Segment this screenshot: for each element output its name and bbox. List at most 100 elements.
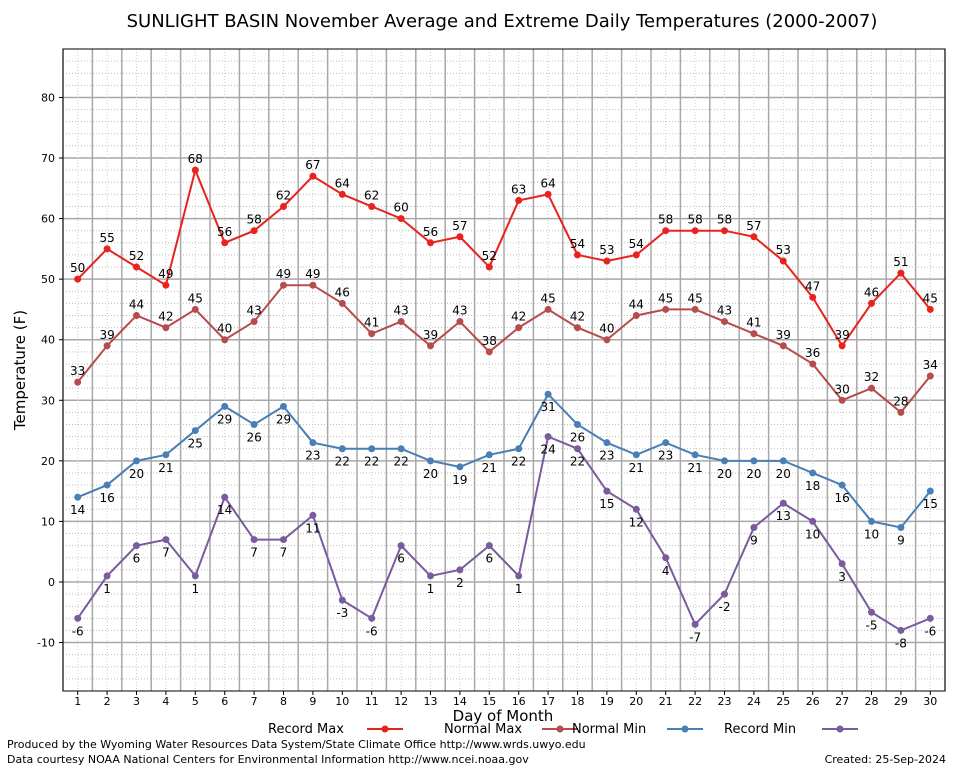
legend: Record Max Normal Max Normal Min Record Min	[268, 722, 858, 737]
normal-max-data-label: 43	[246, 304, 261, 318]
normal-max-data-label: 30	[834, 382, 849, 396]
x-tick-label: 28	[865, 695, 879, 708]
normal-min-data-label: 10	[864, 527, 879, 541]
normal-max-point	[485, 348, 493, 356]
record-min-point	[280, 536, 287, 544]
record-min-point	[338, 596, 346, 604]
record-max-point	[632, 251, 640, 259]
record-max-point	[397, 215, 405, 223]
record-min-point	[368, 614, 376, 622]
x-tick-label: 7	[251, 695, 258, 708]
record-max-data-label: 45	[923, 291, 938, 305]
x-tick-label: 19	[600, 695, 614, 708]
record-max-point	[721, 227, 728, 235]
normal-min-point	[750, 457, 758, 465]
normal-min-point	[544, 390, 552, 398]
normal-max-point	[632, 311, 640, 319]
normal-max-point	[309, 281, 317, 289]
normal-max-point	[809, 360, 817, 368]
normal-max-data-label: 34	[923, 358, 938, 372]
record-min-point	[897, 626, 905, 634]
record-max-point	[191, 166, 199, 174]
legend-label-record-max: Record Max	[268, 722, 344, 737]
normal-max-point	[721, 318, 728, 326]
normal-max-point	[574, 324, 581, 332]
normal-min-point	[221, 402, 229, 410]
normal-max-point	[868, 384, 875, 392]
record-min-data-label: 1	[191, 582, 199, 596]
normal-max-point	[162, 324, 170, 332]
record-max-data-label: 60	[393, 201, 408, 215]
normal-min-data-label: 23	[658, 449, 673, 463]
normal-min-data-label: 22	[364, 455, 379, 469]
record-min-data-label: 6	[397, 552, 405, 566]
x-tick-label: 20	[629, 695, 643, 708]
normal-min-data-label: 31	[540, 400, 555, 414]
record-max-point	[750, 233, 758, 241]
record-min-line	[76, 435, 931, 632]
normal-max-point	[897, 408, 905, 416]
record-max-data-label: 53	[776, 243, 791, 257]
record-min-data-label: 7	[280, 546, 288, 560]
y-tick-label: 10	[41, 515, 55, 528]
record-max-data-label: 56	[423, 225, 438, 239]
normal-min-point	[427, 457, 434, 465]
y-tick-label: 40	[41, 334, 55, 347]
normal-max-point	[427, 342, 434, 350]
series-lines	[74, 166, 934, 634]
record-max-point	[427, 239, 434, 247]
normal-max-point	[662, 305, 670, 313]
normal-max-data-label: 49	[276, 267, 291, 281]
normal-max-data-label: 45	[687, 291, 702, 305]
x-tick-label: 13	[424, 695, 438, 708]
record-max-data-label: 39	[834, 328, 849, 342]
normal-max-point	[221, 336, 229, 344]
normal-max-data-label: 40	[217, 322, 232, 336]
record-min-data-label: 15	[599, 497, 614, 511]
normal-min-line	[77, 392, 932, 529]
record-min-data-label: 10	[805, 527, 820, 541]
x-tick-label: 8	[280, 695, 287, 708]
normal-min-point	[515, 445, 523, 453]
record-max-data-label: 57	[452, 219, 467, 233]
normal-min-data-label: 22	[393, 455, 408, 469]
normal-max-data-label: 43	[452, 304, 467, 318]
normal-min-data-label: 21	[629, 461, 644, 475]
record-max-data-label: 49	[158, 267, 173, 281]
normal-min-point	[309, 439, 317, 447]
record-max-point	[368, 202, 376, 210]
record-max-data-label: 51	[893, 255, 908, 269]
normal-max-point	[133, 311, 140, 319]
normal-min-point	[250, 421, 258, 429]
x-tick-label: 18	[571, 695, 585, 708]
normal-max-point	[191, 305, 199, 313]
normal-min-data-label: 21	[158, 461, 173, 475]
normal-max-data-label: 42	[511, 310, 526, 324]
record-min-data-label: 1	[103, 582, 111, 596]
record-min-point	[603, 487, 611, 495]
normal-max-point	[338, 299, 346, 307]
record-min-point	[779, 499, 787, 507]
record-min-data-label: 6	[485, 552, 493, 566]
normal-max-point	[691, 305, 699, 313]
footer-data-courtesy: Data courtesy NOAA National Centers for …	[7, 753, 529, 766]
normal-min-point	[897, 523, 905, 531]
record-max-point	[250, 227, 258, 235]
record-min-data-label: -6	[366, 624, 378, 638]
record-max-point	[74, 275, 82, 283]
normal-min-point	[162, 451, 170, 459]
normal-min-point	[133, 457, 140, 465]
record-min-data-label: -3	[336, 606, 348, 620]
x-tick-label: 25	[776, 695, 790, 708]
record-min-point	[515, 572, 523, 580]
record-min-point	[838, 560, 846, 568]
normal-min-point	[368, 445, 376, 453]
normal-min-data-label: 23	[305, 449, 320, 463]
record-min-point	[574, 445, 581, 453]
normal-max-data-label: 32	[864, 370, 879, 384]
x-tick-label: 27	[835, 695, 849, 708]
record-min-point	[74, 614, 82, 622]
record-max-data-label: 62	[276, 188, 291, 202]
normal-min-data-label: 25	[188, 437, 203, 451]
x-tick-label: 12	[394, 695, 408, 708]
